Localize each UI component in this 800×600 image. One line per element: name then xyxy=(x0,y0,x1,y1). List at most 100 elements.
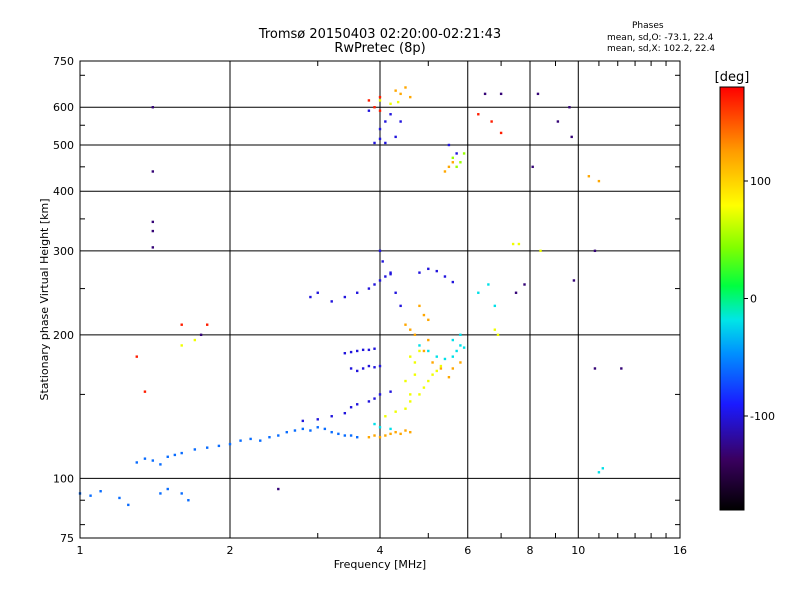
data-point xyxy=(309,295,312,299)
data-point xyxy=(378,99,382,102)
data-point xyxy=(135,355,138,358)
data-point xyxy=(389,432,392,436)
data-point xyxy=(487,283,490,286)
data-point xyxy=(367,109,371,112)
data-point xyxy=(568,106,571,109)
data-point xyxy=(483,92,487,96)
data-point xyxy=(511,242,515,246)
data-point xyxy=(373,141,376,145)
data-point xyxy=(277,434,280,437)
data-point xyxy=(477,113,480,116)
data-point xyxy=(373,434,376,437)
data-point xyxy=(389,390,392,393)
data-point xyxy=(493,328,497,331)
data-point xyxy=(193,338,197,342)
data-point xyxy=(217,444,221,448)
y-tick-label: 600 xyxy=(53,101,74,114)
data-point xyxy=(330,415,333,418)
x-tick-label: 2 xyxy=(227,544,234,557)
data-point xyxy=(418,271,421,274)
data-point xyxy=(399,304,402,308)
data-point xyxy=(427,267,430,271)
data-point xyxy=(394,135,397,139)
data-point xyxy=(451,161,455,164)
data-point xyxy=(151,229,155,233)
data-point xyxy=(180,344,183,347)
data-point xyxy=(493,304,497,308)
data-point xyxy=(355,291,359,294)
data-point xyxy=(373,347,376,350)
data-point xyxy=(431,373,434,376)
data-point xyxy=(556,120,560,123)
data-point xyxy=(409,430,412,434)
data-point xyxy=(451,156,455,160)
data-point xyxy=(378,137,382,141)
y-tick-label: 500 xyxy=(53,139,74,152)
data-point xyxy=(539,249,542,253)
data-point xyxy=(409,400,412,403)
data-point xyxy=(418,304,421,308)
data-point xyxy=(409,393,412,396)
data-point xyxy=(490,120,493,123)
data-point xyxy=(389,271,392,274)
data-point xyxy=(373,283,376,286)
data-point xyxy=(413,361,417,364)
data-point xyxy=(337,432,340,436)
data-point xyxy=(193,448,197,451)
data-point xyxy=(118,496,121,500)
data-point xyxy=(422,386,426,389)
chart-title: Tromsø 20150403 02:20:00-02:21:43 xyxy=(258,27,502,42)
data-point xyxy=(199,333,203,337)
y-tick-label: 750 xyxy=(53,55,74,68)
data-point xyxy=(418,349,421,353)
phase-stats-x: mean, sd,X: 102.2, 22.4 xyxy=(607,44,716,54)
data-point xyxy=(143,457,147,460)
data-point xyxy=(462,346,466,349)
data-point xyxy=(173,453,177,457)
data-point xyxy=(268,436,271,439)
data-point xyxy=(205,446,209,449)
data-point xyxy=(409,355,412,358)
data-point xyxy=(404,86,407,89)
data-point xyxy=(99,490,102,493)
data-point xyxy=(378,109,382,112)
data-point xyxy=(367,287,371,290)
x-tick-label: 10 xyxy=(571,544,585,557)
data-point xyxy=(439,364,443,368)
data-point xyxy=(361,348,365,352)
data-point xyxy=(455,349,458,353)
y-tick-label: 400 xyxy=(53,185,74,198)
data-point xyxy=(277,487,280,491)
data-point xyxy=(531,165,534,169)
data-point xyxy=(151,106,155,109)
data-point xyxy=(409,95,412,99)
data-point xyxy=(355,369,359,373)
data-point xyxy=(396,100,400,104)
data-point xyxy=(431,361,434,364)
data-point xyxy=(394,410,397,413)
x-tick-label: 16 xyxy=(673,544,687,557)
data-point xyxy=(399,92,402,96)
data-point xyxy=(435,369,438,373)
data-point xyxy=(455,165,458,169)
data-point xyxy=(301,419,305,423)
phase-stats-o: mean, sd,O: -73.1, 22.4 xyxy=(607,33,714,43)
data-point xyxy=(413,333,417,337)
data-point xyxy=(316,426,319,429)
x-tick-label: 6 xyxy=(464,544,471,557)
data-point xyxy=(439,367,443,370)
data-point xyxy=(373,106,376,109)
data-point xyxy=(187,499,190,502)
data-point xyxy=(166,487,169,491)
data-point xyxy=(514,291,518,294)
data-point xyxy=(343,352,347,355)
data-point xyxy=(523,283,526,286)
data-point xyxy=(384,141,387,145)
data-point xyxy=(427,338,430,342)
data-point xyxy=(143,390,147,393)
data-point xyxy=(451,338,455,342)
y-tick-label: 75 xyxy=(60,532,74,545)
x-tick-label: 1 xyxy=(77,544,84,557)
data-point xyxy=(394,291,397,294)
data-point xyxy=(451,367,455,370)
